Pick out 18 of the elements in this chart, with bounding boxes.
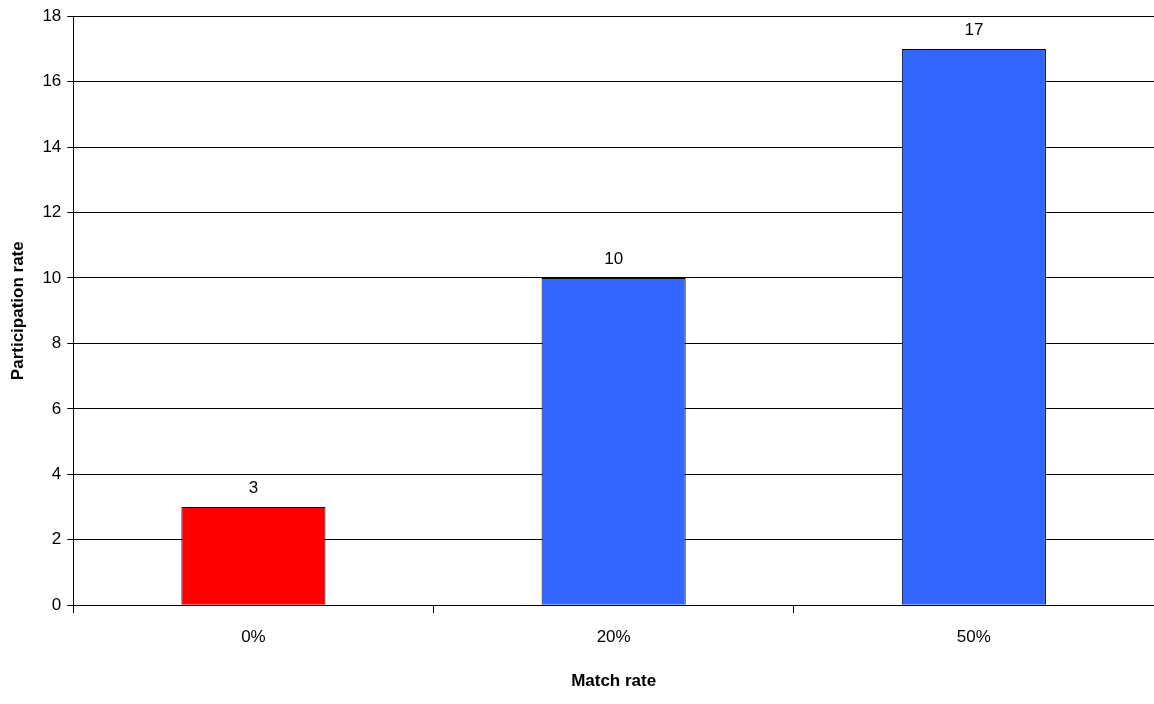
y-tick-label: 8 bbox=[51, 333, 62, 353]
data-label: 10 bbox=[604, 249, 624, 269]
x-tick-label: 50% bbox=[956, 627, 991, 647]
x-axis-title: Match rate bbox=[571, 671, 657, 691]
x-tick-label: 20% bbox=[596, 627, 631, 647]
y-tick-label: 18 bbox=[42, 5, 62, 25]
y-tick-label: 14 bbox=[42, 136, 62, 156]
x-tick-label: 0% bbox=[241, 627, 266, 647]
data-label: 3 bbox=[248, 478, 259, 498]
data-label: 17 bbox=[964, 20, 984, 40]
y-tick-label: 0 bbox=[51, 594, 62, 614]
y-axis-title: Participation rate bbox=[7, 241, 27, 381]
y-tick-label: 4 bbox=[51, 464, 62, 483]
y-tick-label: 6 bbox=[51, 398, 62, 418]
y-tick-label: 16 bbox=[42, 71, 62, 91]
y-tick-label: 12 bbox=[42, 202, 62, 222]
y-tick-label: 10 bbox=[42, 267, 62, 287]
y-tick-label: 2 bbox=[51, 529, 62, 549]
